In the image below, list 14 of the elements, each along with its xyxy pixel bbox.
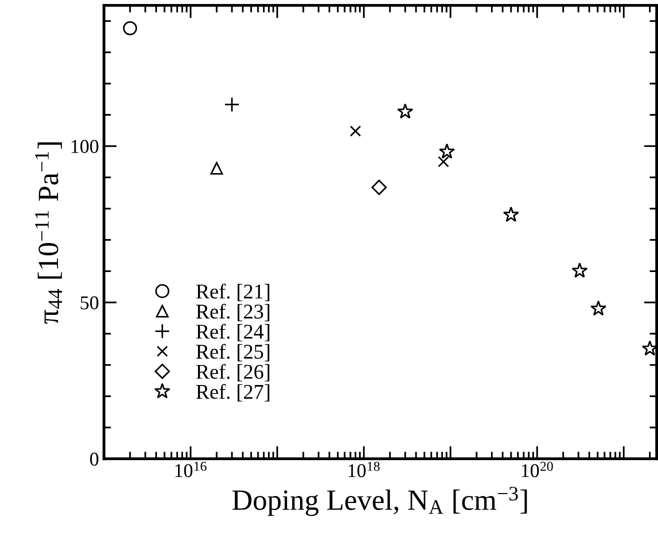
y-tick-label: 100 [72,140,98,154]
y-tick-label: 0 [90,452,98,466]
legend-label: Ref. [23] [196,304,270,322]
y-axis-title: π$_{44}$ [10$^{−11}$ Pa$^{−1}$] [35,142,62,324]
x-axis-title: Doping Level, N$_{A}$ [cm$^{−3}$] [232,486,527,516]
legend-label: Ref. [25] [196,344,270,362]
x-tick-label: 10$^{20}$ [522,462,553,478]
legend-label: Ref. [27] [196,384,270,402]
legend-label: Ref. [26] [196,364,270,382]
legend-label: Ref. [21] [196,284,270,302]
x-tick-label: 10$^{16}$ [175,462,206,478]
x-tick-label: 10$^{18}$ [348,462,380,478]
legend-label: Ref. [24] [196,324,270,342]
y-tick-label: 50 [80,296,98,310]
